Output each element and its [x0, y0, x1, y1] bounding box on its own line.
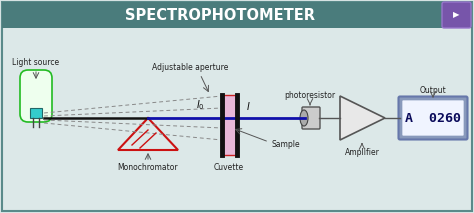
FancyBboxPatch shape	[302, 107, 320, 129]
FancyBboxPatch shape	[399, 96, 467, 140]
Text: $I_0$: $I_0$	[196, 98, 204, 112]
Ellipse shape	[300, 110, 308, 126]
Text: Sample: Sample	[272, 140, 301, 149]
FancyBboxPatch shape	[402, 100, 464, 136]
Text: Light source: Light source	[12, 58, 60, 67]
Text: $I$: $I$	[246, 100, 250, 112]
Text: Adjustable aperture: Adjustable aperture	[152, 63, 228, 72]
Text: ▶: ▶	[453, 10, 459, 20]
Text: SPECTROPHOTOMETER: SPECTROPHOTOMETER	[125, 7, 315, 23]
Text: photoresistor: photoresistor	[284, 91, 336, 100]
FancyBboxPatch shape	[442, 2, 471, 28]
Text: Amplifier: Amplifier	[345, 148, 380, 157]
Text: A  0260: A 0260	[405, 111, 461, 125]
Text: Cuvette: Cuvette	[214, 163, 244, 172]
Text: Monochromator: Monochromator	[118, 163, 178, 172]
Polygon shape	[340, 96, 385, 140]
Bar	[30, 108, 42, 118]
FancyBboxPatch shape	[20, 70, 52, 122]
Bar	[2, 2, 472, 28]
Text: Output: Output	[419, 86, 447, 95]
Bar	[223, 95, 236, 155]
